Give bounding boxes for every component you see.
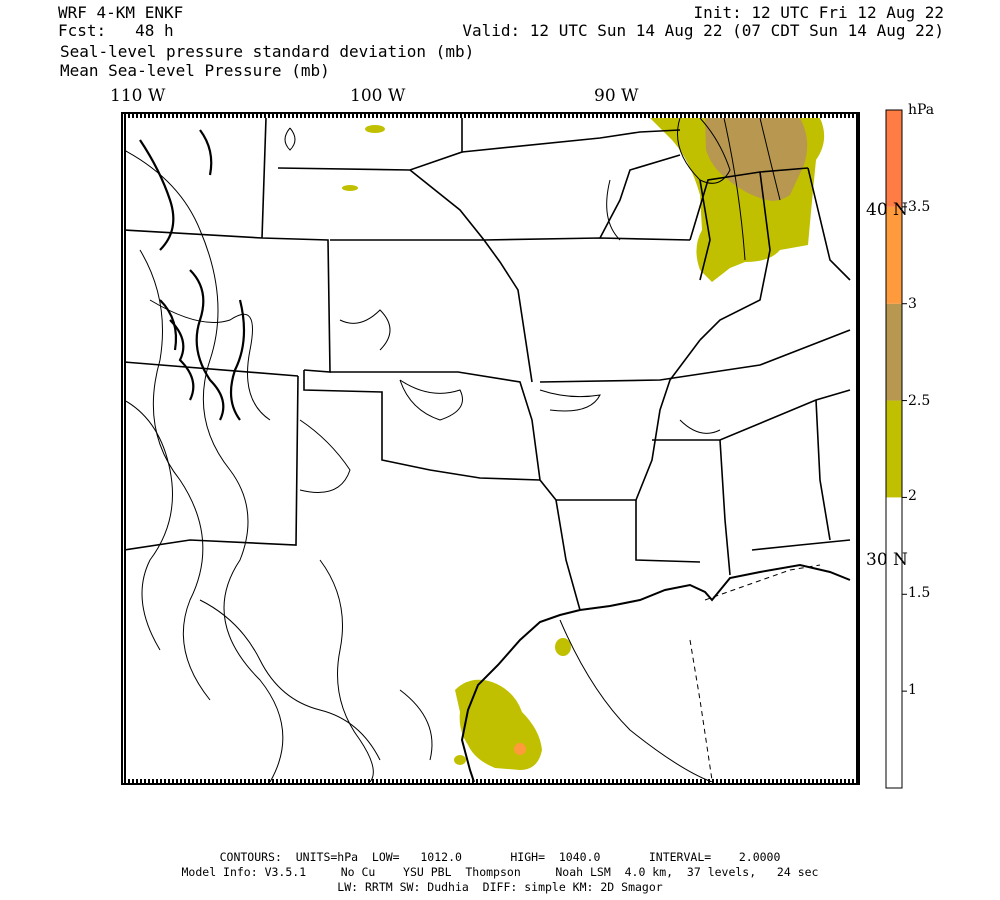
stddev-blob-west [365,125,385,133]
legend-band-0 [886,497,902,788]
stddev-blob-plains [342,185,358,191]
forecast-hour: Fcst: 48 h [58,21,174,40]
legend-tick-3-5: 3.5 [908,199,931,215]
coastline [460,563,851,782]
init-time: Init: 12 UTC Fri 12 Aug 22 [693,3,944,22]
lat-label-40n: 40 N [866,200,908,220]
footer-model-info: Model Info: V3.5.1 No Cu YSU PBL Thompso… [181,865,819,879]
field-title-shaded: Seal-level pressure standard deviation (… [60,42,475,61]
lon-label-110w: 110 W [110,86,166,106]
legend-tick-1: 1 [908,682,917,698]
lon-label-90w: 90 W [594,86,639,106]
field-title-contours: Mean Sea-level Pressure (mb) [60,61,330,80]
footer-physics-info: LW: RRTM SW: Dudhia DIFF: simple KM: 2D … [337,880,663,894]
legend-band-3 [886,206,902,304]
pressure-contours [124,117,781,782]
legend-band-4 [886,110,902,207]
legend-tick-3: 3 [908,296,917,312]
state-borders [124,117,851,611]
footer-contours-info: CONTOURS: UNITS=hPa LOW= 1012.0 HIGH= 10… [219,850,781,864]
stddev-blob-coast [454,755,466,765]
map-layer [124,117,851,782]
maritime-boundary [704,564,821,601]
legend-tick-1-5: 1.5 [908,585,931,601]
model-title: WRF 4-KM ENKF [58,3,184,22]
stddev-region-texas [455,679,542,770]
legend-band-2 [886,303,902,401]
frame-ticks-bottom [122,779,859,784]
lon-label-100w: 100 W [350,86,406,106]
frame-ticks-right [854,113,859,784]
frame-ticks-left [122,113,127,784]
gulf-boundary [689,639,713,781]
legend-tick-2-5: 2.5 [908,393,931,409]
lat-label-30n: 30 N [866,550,908,570]
stddev-region-midwest-core [705,118,808,201]
stddev-max-texas [514,743,526,755]
legend-tick-2: 2 [908,488,917,504]
stddev-blob-gulf [555,638,571,656]
color-legend [885,109,907,789]
legend-unit: hPa [908,102,935,118]
valid-time: Valid: 12 UTC Sun 14 Aug 22 (07 CDT Sun … [462,21,944,40]
legend-border [885,109,903,789]
frame-ticks-top [122,113,859,118]
legend-band-1 [886,400,902,498]
terrain-contours [139,129,246,421]
